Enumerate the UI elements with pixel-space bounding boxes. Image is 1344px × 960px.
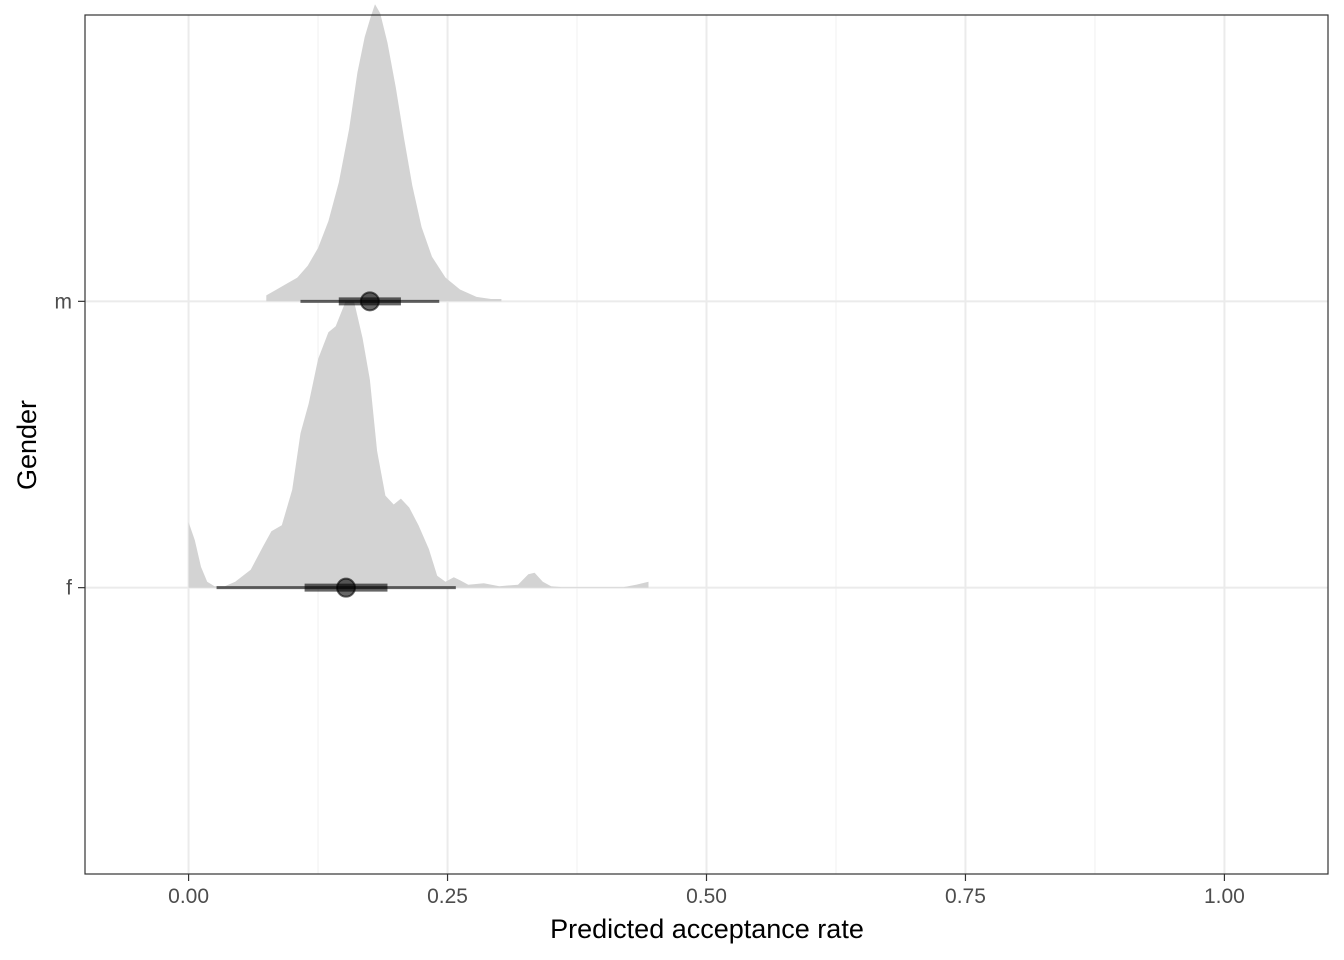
point-estimate-m [359,291,380,312]
axis-ticks: 0.00 0.25 0.50 0.75 1.00 f m [55,290,1245,908]
x-axis-title: Predicted acceptance rate [550,914,864,944]
y-axis-title: Gender [12,400,42,490]
interval-marks [216,291,456,598]
density-f [188,290,649,588]
y-tick-label-m: m [55,290,73,313]
point-estimate-f [336,577,357,598]
x-tick-label: 0.00 [168,885,209,908]
density-areas [188,4,649,588]
y-tick-label-f: f [66,577,72,600]
x-tick-label: 1.00 [1204,885,1245,908]
x-tick-label: 0.25 [427,885,468,908]
x-tick-label: 0.75 [945,885,986,908]
density-m [266,4,502,302]
x-tick-label: 0.50 [686,885,727,908]
grid-lines [85,15,1328,874]
